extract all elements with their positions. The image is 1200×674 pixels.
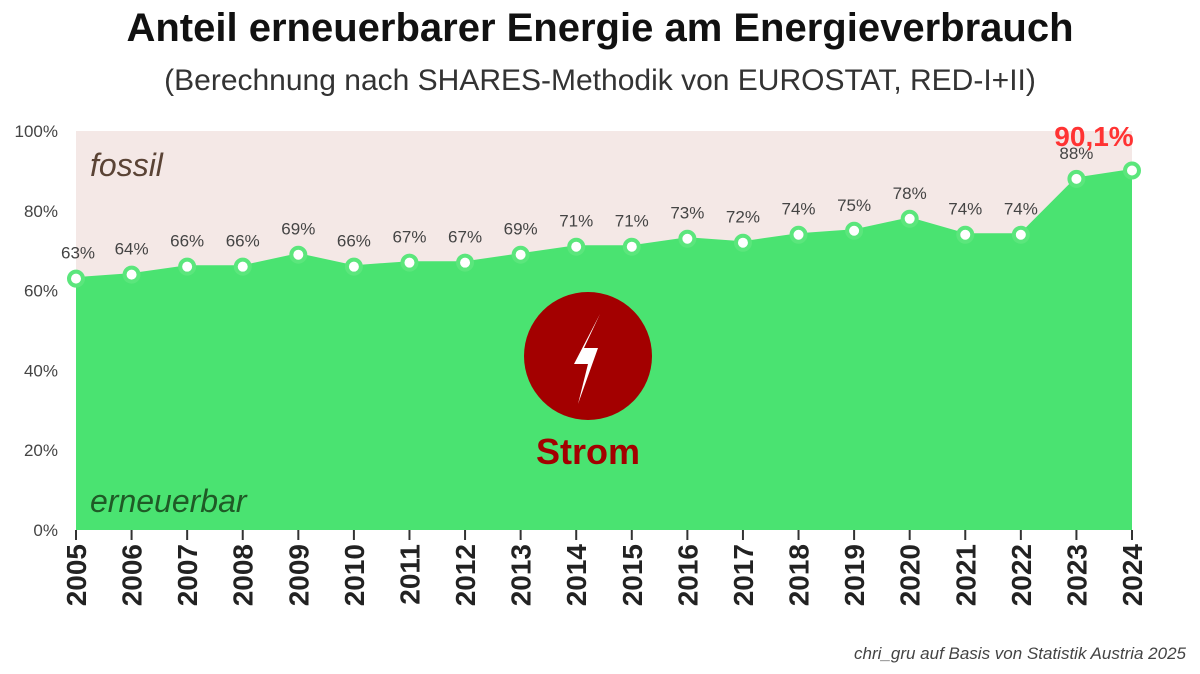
data-point-marker <box>456 253 475 272</box>
x-tick-label: 2011 <box>394 544 425 605</box>
y-tick-label: 60% <box>24 282 58 301</box>
x-tick-label: 2005 <box>61 544 92 606</box>
x-tick-label: 2015 <box>617 544 648 606</box>
data-label: 71% <box>559 212 593 231</box>
data-point-marker <box>789 225 808 244</box>
data-point-marker <box>344 257 363 276</box>
data-label: 74% <box>782 200 816 219</box>
x-tick-label: 2010 <box>339 544 370 606</box>
data-label: 74% <box>1004 200 1038 219</box>
x-tick-label: 2019 <box>839 544 870 606</box>
data-point-marker <box>122 265 141 284</box>
data-point-marker <box>900 209 919 228</box>
data-point-marker <box>67 269 85 288</box>
data-point-marker <box>289 245 308 264</box>
data-label: 88% <box>1059 144 1093 163</box>
y-tick-label: 40% <box>24 361 58 380</box>
renewable-region-label: erneuerbar <box>90 483 248 519</box>
strom-label: Strom <box>536 431 640 472</box>
data-label: 73% <box>670 204 704 223</box>
x-tick-label: 2022 <box>1006 544 1037 606</box>
data-label: 78% <box>893 184 927 203</box>
data-label: 72% <box>726 208 760 227</box>
x-tick-label: 2007 <box>172 544 203 606</box>
data-label: 69% <box>281 220 315 239</box>
data-label: 64% <box>115 240 149 259</box>
x-tick-label: 2014 <box>561 544 592 607</box>
data-label: 75% <box>837 196 871 215</box>
x-tick-label: 2023 <box>1061 544 1092 606</box>
data-label: 69% <box>504 220 538 239</box>
data-point-marker <box>1011 225 1030 244</box>
data-label: 66% <box>226 232 260 251</box>
x-tick-label: 2024 <box>1117 544 1148 607</box>
x-tick-label: 2013 <box>506 544 537 606</box>
data-point-marker <box>567 237 586 256</box>
y-tick-label: 0% <box>33 521 58 540</box>
chart-subtitle: (Berechnung nach SHARES-Methodik von EUR… <box>164 64 1036 97</box>
x-tick-label: 2009 <box>283 544 314 606</box>
data-point-marker <box>733 233 752 252</box>
data-label: 90,1% <box>1054 121 1133 152</box>
y-tick-label: 80% <box>24 202 58 221</box>
x-tick-label: 2012 <box>450 544 481 606</box>
data-label: 66% <box>170 232 204 251</box>
data-label: 67% <box>448 228 482 247</box>
y-axis: 0% 20% 40% 60% 80% 100% <box>15 122 58 540</box>
x-tick-label: 2008 <box>228 544 259 606</box>
data-point-marker <box>233 257 252 276</box>
renewable-line <box>75 169 1133 281</box>
x-tick-label: 2017 <box>728 544 759 606</box>
data-point-marker <box>400 253 419 272</box>
data-point-marker <box>678 229 697 248</box>
data-point-marker <box>1123 161 1141 180</box>
data-point-marker <box>845 221 864 240</box>
data-point-marker <box>622 237 641 256</box>
data-label: 66% <box>337 232 371 251</box>
x-tick-label: 2018 <box>784 544 815 606</box>
y-tick-label: 20% <box>24 441 58 460</box>
y-tick-label: 100% <box>15 122 58 141</box>
fossil-region-label: fossil <box>90 147 164 183</box>
x-tick-label: 2020 <box>895 544 926 606</box>
data-label: 63% <box>61 244 95 263</box>
x-tick-label: 2006 <box>117 544 148 606</box>
data-point-marker <box>1067 169 1086 188</box>
data-label: 67% <box>392 228 426 247</box>
lightning-bolt-icon <box>524 292 652 420</box>
data-label: 74% <box>948 200 982 219</box>
data-point-marker <box>956 225 975 244</box>
data-label: 71% <box>615 212 649 231</box>
source-credit: chri_gru auf Basis von Statistik Austria… <box>854 644 1186 663</box>
x-axis: 2005 2006 2007 2008 2009 2010 2011 2012 2013 2014… <box>61 530 1148 606</box>
chart-title: Anteil erneuerbarer Energie am Energieve… <box>126 6 1074 50</box>
data-labels: 63% 64% 66% 66% 69% 66% 67% 67% 69% 71% 71% 73% 72% 7… <box>61 121 1134 263</box>
x-tick-label: 2021 <box>950 544 981 606</box>
x-tick-label: 2016 <box>672 544 703 606</box>
data-point-marker <box>511 245 530 264</box>
data-markers <box>67 161 1141 288</box>
data-point-marker <box>178 257 197 276</box>
